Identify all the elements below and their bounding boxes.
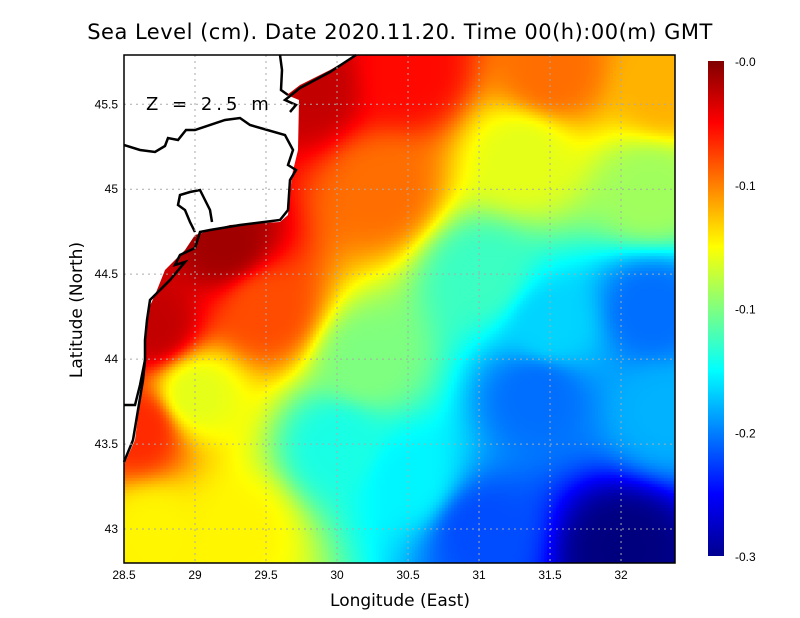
y-tick-label: 43 [105, 522, 119, 536]
map-title: Sea Level (cm). Date 2020.11.20. Time 00… [87, 20, 713, 44]
colorbar-tick-label: -0.1 [735, 179, 756, 193]
x-tick-label: 30.5 [396, 568, 420, 582]
depth-label: Z = 2.5 m [146, 94, 273, 115]
y-axis-label: Latitude (North) [67, 242, 87, 378]
x-tick-label: 31 [472, 568, 486, 582]
x-tick-label: 28.5 [112, 568, 136, 582]
x-tick-label: 30 [330, 568, 344, 582]
plot-frame [123, 54, 676, 564]
x-tick-label: 32 [614, 568, 628, 582]
coastline [122, 53, 357, 463]
y-tick-label: 45 [105, 182, 119, 196]
x-axis-ticks: 28.5 29 29.5 30 30.5 31 31.5 32 [112, 568, 628, 582]
y-tick-label: 44.5 [95, 267, 119, 281]
x-axis-label: Longitude (East) [330, 591, 470, 611]
colorbar-tick-label: -0.0 [735, 55, 756, 69]
colorbar-tick-label: -0.2 [735, 426, 756, 440]
y-tick-label: 44 [105, 352, 119, 366]
land-mask [124, 55, 356, 465]
grid-lines [124, 55, 675, 563]
colorbar-tick-label: -0.3 [735, 550, 756, 564]
colorbar-tick-label: -0.1 [735, 303, 756, 317]
y-tick-label: 43.5 [95, 437, 119, 451]
colorbar [708, 61, 724, 556]
y-axis-ticks: 43 43.5 44 44.5 45 45.5 [95, 97, 119, 536]
x-tick-label: 29 [188, 568, 202, 582]
x-tick-label: 31.5 [538, 568, 562, 582]
x-tick-label: 29.5 [254, 568, 278, 582]
colorbar-ticks: -0.0 -0.1 -0.1 -0.2 -0.3 [735, 55, 756, 564]
y-tick-label: 45.5 [95, 97, 119, 111]
